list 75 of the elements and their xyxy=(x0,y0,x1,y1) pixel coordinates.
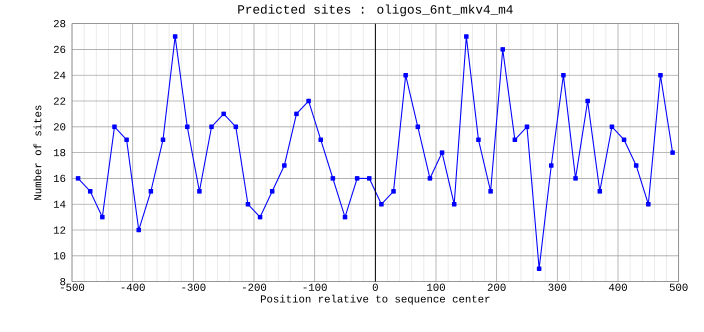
x-tick-label: 0 xyxy=(372,284,378,292)
x-tick-label: -400 xyxy=(122,284,145,292)
point xyxy=(561,73,566,78)
x-tick-label: 400 xyxy=(608,284,627,292)
point xyxy=(246,202,250,207)
x-tick-label: -100 xyxy=(304,284,327,292)
point xyxy=(112,124,117,130)
y-tick-label: 20 xyxy=(54,123,66,131)
point xyxy=(209,124,214,130)
y-tick-label: 10 xyxy=(54,252,66,260)
y-tick-label: 28 xyxy=(54,20,66,28)
x-tick-label: -500 xyxy=(60,284,84,292)
y-tick-label: 24 xyxy=(54,72,66,79)
point xyxy=(282,163,287,168)
y-tick-label: 22 xyxy=(54,98,66,105)
point xyxy=(476,138,481,142)
point xyxy=(536,266,542,272)
point xyxy=(573,176,578,181)
point xyxy=(318,138,324,142)
y-axis-title: Number of sites xyxy=(34,106,42,200)
y-tick-label: 14 xyxy=(54,200,66,208)
point xyxy=(172,34,178,39)
point xyxy=(136,228,142,232)
point xyxy=(500,47,505,52)
point xyxy=(354,176,360,181)
point xyxy=(88,189,92,194)
y-tick-label: 26 xyxy=(54,46,66,54)
point xyxy=(100,215,105,220)
point xyxy=(258,215,262,220)
x-tick-label: -300 xyxy=(182,284,206,292)
point xyxy=(124,138,129,142)
y-tick-label: 8 xyxy=(60,278,66,286)
point xyxy=(76,176,80,181)
x-tick-label: 100 xyxy=(427,284,445,292)
point xyxy=(367,176,372,181)
point xyxy=(379,202,384,207)
point xyxy=(610,124,614,130)
point xyxy=(148,189,154,194)
point xyxy=(330,176,336,181)
point xyxy=(658,73,663,78)
point xyxy=(221,112,226,116)
point xyxy=(548,163,554,168)
point xyxy=(634,163,638,168)
x-tick-label: 500 xyxy=(670,284,688,292)
point xyxy=(294,112,299,116)
point xyxy=(403,73,408,78)
point xyxy=(342,215,348,220)
x-tick-label: 200 xyxy=(488,284,506,292)
chart-title: Predicted sites : oligos_6nt_mkv4_m4 xyxy=(238,4,513,16)
point xyxy=(524,124,530,130)
point xyxy=(270,189,274,194)
y-tick-label: 16 xyxy=(54,174,66,182)
point xyxy=(464,34,469,39)
point xyxy=(306,98,311,104)
point xyxy=(197,189,202,194)
point xyxy=(598,189,602,194)
point xyxy=(585,98,590,104)
x-tick-label: 300 xyxy=(548,284,566,292)
y-tick-label: 12 xyxy=(54,226,66,234)
point xyxy=(185,124,190,130)
point xyxy=(160,138,166,142)
point xyxy=(622,138,626,142)
point xyxy=(488,189,493,194)
point xyxy=(512,138,518,142)
x-tick-label: -200 xyxy=(242,284,266,292)
x-axis-title: Position relative to sequence center xyxy=(260,294,490,305)
point xyxy=(416,124,420,130)
point xyxy=(391,189,396,194)
point xyxy=(428,176,432,181)
point xyxy=(452,202,456,207)
point xyxy=(440,150,444,156)
y-tick-label: 18 xyxy=(54,149,66,156)
point xyxy=(646,202,651,207)
point xyxy=(670,150,675,156)
point xyxy=(234,124,238,130)
